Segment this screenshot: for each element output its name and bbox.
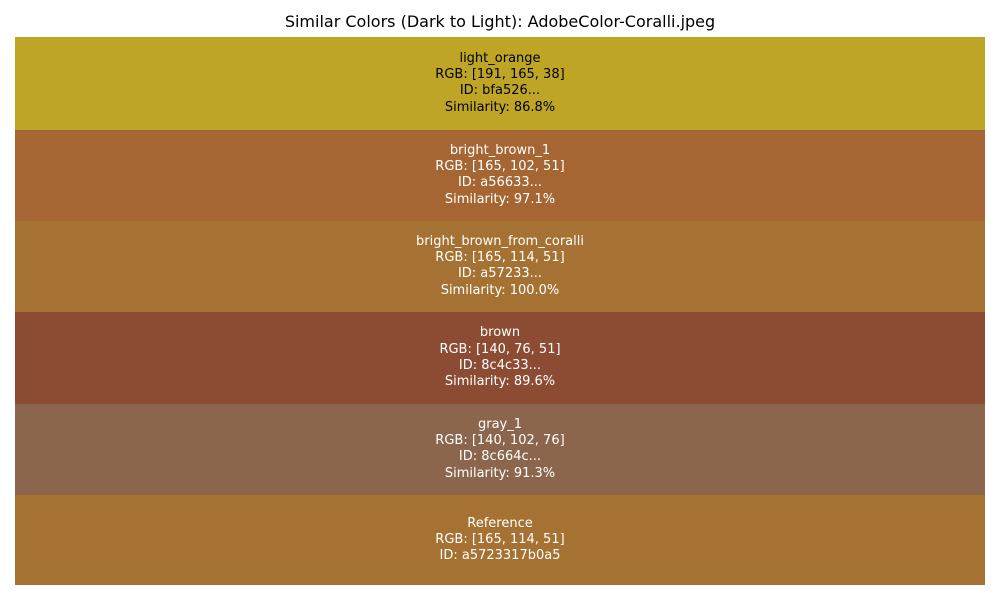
swatch-rgb-label: RGB: [165, 114, 51]: [435, 531, 565, 547]
swatch-name-label: gray_1: [477, 416, 523, 432]
swatch-similarity-label: Similarity: 100.0%: [440, 282, 560, 298]
color-swatch-bright-brown-from-coralli: bright_brown_from_coralli RGB: [165, 114,…: [15, 221, 985, 312]
swatch-name-label: light_orange: [459, 50, 541, 66]
swatch-rgb-label: RGB: [140, 76, 51]: [439, 341, 561, 357]
swatch-name-label: bright_brown_from_coralli: [416, 233, 584, 249]
swatch-similarity-label: Similarity: 89.6%: [444, 374, 556, 390]
swatch-similarity-label: Similarity: 97.1%: [444, 191, 556, 207]
swatch-rgb-label: RGB: [165, 114, 51]: [435, 250, 565, 266]
swatch-name-label: brown: [479, 325, 521, 341]
swatch-name-label: Reference: [467, 515, 533, 531]
swatch-id-label: ID: a56633...: [457, 175, 543, 191]
swatch-similarity-label: Similarity: 86.8%: [444, 99, 556, 115]
swatch-id-label: ID: a5723317b0a5: [439, 548, 561, 564]
color-swatch-gray-1: gray_1 RGB: [140, 102, 76] ID: 8c664c... Si…: [15, 404, 985, 495]
swatch-id-label: ID: a57233...: [457, 266, 543, 282]
swatch-id-label: ID: bfa526...: [459, 83, 541, 99]
swatch-rgb-label: RGB: [165, 102, 51]: [435, 159, 565, 175]
swatch-rgb-label: RGB: [140, 102, 76]: [435, 433, 565, 449]
swatch-id-label: ID: 8c664c...: [458, 449, 542, 465]
swatch-id-label: ID: 8c4c33...: [458, 357, 542, 373]
color-swatch-bright-brown-1: bright_brown_1 RGB: [165, 102, 51] ID: a56…: [15, 130, 985, 221]
color-swatch-brown: brown RGB: [140, 76, 51] ID: 8c4c33... Simi…: [15, 312, 985, 404]
swatch-area: light_orange RGB: [191, 165, 38] ID: bfa52…: [15, 37, 985, 585]
color-swatch-reference: Reference RGB: [165, 114, 51] ID: a5723317…: [15, 495, 985, 585]
swatch-rgb-label: RGB: [191, 165, 38]: [435, 67, 565, 83]
swatch-similarity-label: Similarity: 91.3%: [444, 465, 556, 481]
color-swatch-light-orange: light_orange RGB: [191, 165, 38] ID: bfa52…: [15, 37, 985, 130]
swatch-name-label: bright_brown_1: [449, 142, 551, 158]
chart-title: Similar Colors (Dark to Light): AdobeCol…: [284, 12, 716, 31]
